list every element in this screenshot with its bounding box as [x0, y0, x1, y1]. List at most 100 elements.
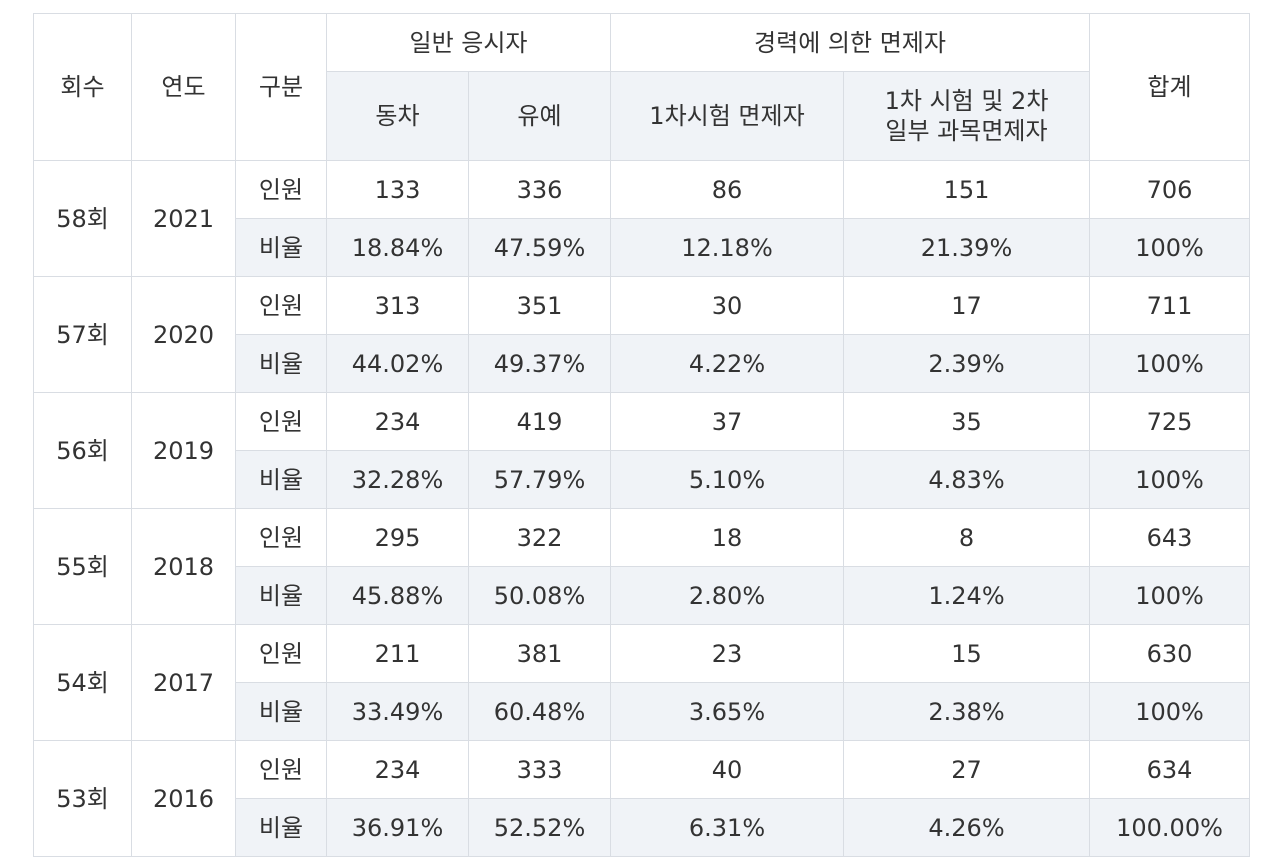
cell-ratio-total: 100%: [1089, 334, 1250, 393]
cell-round: 54회: [33, 624, 132, 741]
cell-ratio-total: 100%: [1089, 450, 1250, 509]
cell-count-first-exam-exempt: 18: [610, 508, 844, 567]
cell-count-total: 634: [1089, 740, 1250, 799]
cell-count-grace: 333: [468, 740, 611, 799]
cell-category-count: 인원: [235, 392, 327, 451]
cell-ratio-grace: 52.52%: [468, 798, 611, 857]
header-general-candidates: 일반 응시자: [326, 13, 611, 72]
cell-count-first-exam-exempt: 86: [610, 160, 844, 219]
exam-results-table-wrapper: 회수 연도 구분 일반 응시자 경력에 의한 면제자 합계 동차 유예 1차시험…: [33, 13, 1250, 857]
table-row-count: 55회 2018 인원 295 322 18 8 643: [33, 508, 1250, 625]
cell-ratio-partial-exempt: 4.26%: [843, 798, 1090, 857]
header-first-exam-exempt: 1차시험 면제자: [610, 71, 844, 161]
cell-count-tie: 211: [326, 624, 469, 683]
cell-count-total: 706: [1089, 160, 1250, 219]
exam-results-table: 회수 연도 구분 일반 응시자 경력에 의한 면제자 합계 동차 유예 1차시험…: [33, 13, 1250, 857]
cell-year: 2016: [131, 740, 236, 857]
cell-category-count: 인원: [235, 740, 327, 799]
cell-category-count: 인원: [235, 508, 327, 567]
table-row-ratio: 비율 36.91% 52.52% 6.31% 4.26% 100.00%: [34, 798, 1250, 857]
table-header: 회수 연도 구분 일반 응시자 경력에 의한 면제자 합계 동차 유예 1차시험…: [33, 13, 1250, 161]
cell-ratio-partial-exempt: 1.24%: [843, 566, 1090, 625]
header-year: 연도: [131, 13, 236, 161]
cell-count-first-exam-exempt: 37: [610, 392, 844, 451]
cell-ratio-total: 100%: [1089, 566, 1250, 625]
cell-ratio-first-exam-exempt: 2.80%: [610, 566, 844, 625]
cell-ratio-tie: 36.91%: [326, 798, 469, 857]
cell-count-grace: 336: [468, 160, 611, 219]
cell-ratio-tie: 32.28%: [326, 450, 469, 509]
cell-ratio-partial-exempt: 21.39%: [843, 218, 1090, 277]
cell-count-grace: 381: [468, 624, 611, 683]
cell-category-count: 인원: [235, 276, 327, 335]
cell-count-total: 711: [1089, 276, 1250, 335]
cell-year: 2017: [131, 624, 236, 741]
cell-ratio-grace: 50.08%: [468, 566, 611, 625]
cell-count-first-exam-exempt: 23: [610, 624, 844, 683]
table-body: 58회 2021 인원 133 336 86 151 706 비율 18.84% 47.59% 12.…: [33, 160, 1250, 857]
cell-count-tie: 133: [326, 160, 469, 219]
cell-count-partial-exempt: 17: [843, 276, 1090, 335]
cell-round: 53회: [33, 740, 132, 857]
cell-count-grace: 322: [468, 508, 611, 567]
cell-count-partial-exempt: 8: [843, 508, 1090, 567]
table-row-ratio: 비율 44.02% 49.37% 4.22% 2.39% 100%: [34, 334, 1250, 393]
cell-count-first-exam-exempt: 40: [610, 740, 844, 799]
cell-count-tie: 234: [326, 392, 469, 451]
header-total: 합계: [1089, 13, 1250, 161]
cell-year: 2019: [131, 392, 236, 509]
cell-round: 55회: [33, 508, 132, 625]
cell-category-ratio: 비율: [235, 798, 327, 857]
header-tie: 동차: [326, 71, 469, 161]
cell-ratio-grace: 47.59%: [468, 218, 611, 277]
cell-ratio-grace: 57.79%: [468, 450, 611, 509]
table-row-ratio: 비율 18.84% 47.59% 12.18% 21.39% 100%: [34, 218, 1250, 277]
cell-count-tie: 313: [326, 276, 469, 335]
cell-category-ratio: 비율: [235, 566, 327, 625]
cell-category-ratio: 비율: [235, 450, 327, 509]
cell-ratio-partial-exempt: 4.83%: [843, 450, 1090, 509]
table-row-count: 53회 2016 인원 234 333 40 27 634: [33, 740, 1250, 857]
cell-count-first-exam-exempt: 30: [610, 276, 844, 335]
cell-ratio-first-exam-exempt: 6.31%: [610, 798, 844, 857]
cell-round: 56회: [33, 392, 132, 509]
table-row-count: 58회 2021 인원 133 336 86 151 706: [33, 160, 1250, 277]
cell-round: 57회: [33, 276, 132, 393]
cell-ratio-partial-exempt: 2.39%: [843, 334, 1090, 393]
cell-category-ratio: 비율: [235, 682, 327, 741]
cell-ratio-first-exam-exempt: 5.10%: [610, 450, 844, 509]
table-row-count: 57회 2020 인원 313 351 30 17 711: [33, 276, 1250, 393]
cell-ratio-tie: 44.02%: [326, 334, 469, 393]
table-row-ratio: 비율 45.88% 50.08% 2.80% 1.24% 100%: [34, 566, 1250, 625]
cell-category-count: 인원: [235, 160, 327, 219]
cell-year: 2018: [131, 508, 236, 625]
cell-ratio-first-exam-exempt: 4.22%: [610, 334, 844, 393]
cell-ratio-grace: 60.48%: [468, 682, 611, 741]
header-partial-exempt-line1: 1차 시험 및 2차: [884, 87, 1049, 115]
cell-count-grace: 351: [468, 276, 611, 335]
cell-count-total: 725: [1089, 392, 1250, 451]
cell-ratio-tie: 18.84%: [326, 218, 469, 277]
cell-count-total: 643: [1089, 508, 1250, 567]
cell-count-total: 630: [1089, 624, 1250, 683]
header-category: 구분: [235, 13, 327, 161]
cell-ratio-tie: 33.49%: [326, 682, 469, 741]
cell-ratio-grace: 49.37%: [468, 334, 611, 393]
header-round: 회수: [33, 13, 132, 161]
cell-ratio-first-exam-exempt: 3.65%: [610, 682, 844, 741]
table-row-count: 56회 2019 인원 234 419 37 35 725: [33, 392, 1250, 509]
cell-round: 58회: [33, 160, 132, 277]
cell-count-partial-exempt: 15: [843, 624, 1090, 683]
cell-count-partial-exempt: 35: [843, 392, 1090, 451]
header-grace: 유예: [468, 71, 611, 161]
table-row-count: 54회 2017 인원 211 381 23 15 630: [33, 624, 1250, 741]
cell-count-grace: 419: [468, 392, 611, 451]
header-partial-exempt: 1차 시험 및 2차 일부 과목면제자: [843, 71, 1090, 161]
cell-ratio-first-exam-exempt: 12.18%: [610, 218, 844, 277]
cell-ratio-total: 100%: [1089, 682, 1250, 741]
cell-category-ratio: 비율: [235, 334, 327, 393]
table-row-ratio: 비율 33.49% 60.48% 3.65% 2.38% 100%: [34, 682, 1250, 741]
cell-count-tie: 295: [326, 508, 469, 567]
cell-count-partial-exempt: 27: [843, 740, 1090, 799]
header-partial-exempt-line2: 일부 과목면제자: [885, 117, 1048, 145]
